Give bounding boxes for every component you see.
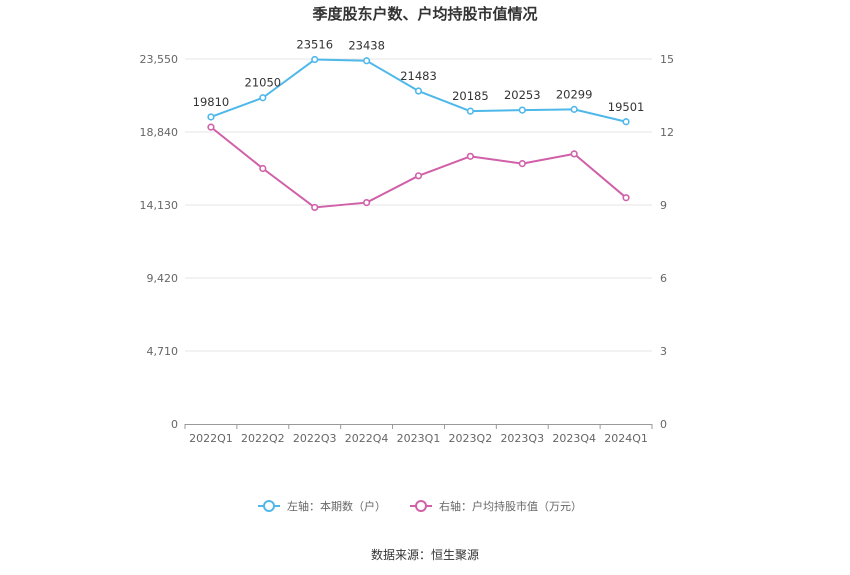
data-label: 19501 [608, 100, 645, 114]
data-label: 21050 [245, 76, 282, 90]
left-axis-tick-label: 0 [171, 418, 178, 431]
data-label: 20253 [504, 88, 541, 102]
data-point [622, 194, 630, 202]
x-axis-tick-label: 2023Q3 [500, 432, 544, 445]
x-axis-tick-label: 2022Q2 [241, 432, 285, 445]
data-point [570, 105, 578, 113]
data-label: 23438 [348, 39, 385, 53]
data-point [518, 160, 526, 168]
data-point [414, 87, 423, 95]
legend-marker-icon [415, 500, 427, 512]
x-axis-tick-label: 2022Q1 [189, 432, 233, 445]
left-axis-tick-label: 18,840 [140, 126, 179, 139]
data-point [570, 150, 578, 158]
x-axis-tick-label: 2023Q1 [397, 432, 441, 445]
axis-layer: 0 0 4,710 3 9,420 6 14,130 9 18,840 12 23,550 15 202… [140, 53, 675, 445]
right-axis-tick-label: 15 [660, 53, 674, 66]
left-axis-tick-label: 4,710 [147, 345, 179, 358]
chart-title: 季度股东户数、户均持股市值情况 [312, 5, 537, 23]
x-axis-tick-label: 2022Q4 [345, 432, 389, 445]
data-point [363, 57, 371, 65]
grid-layer [185, 58, 652, 352]
series-layer: 19810 21050 23516 23438 21483 20185 20253 20299… [193, 38, 645, 212]
x-axis-tick-label: 2023Q4 [552, 432, 596, 445]
data-point [311, 55, 319, 64]
left-axis-tick-label: 23,550 [140, 53, 179, 66]
legend-label: 右轴：户均持股市值（万元） [439, 499, 582, 513]
right-axis-tick-label: 9 [660, 199, 667, 212]
series-line-avg-holding-value [210, 126, 627, 209]
data-point [207, 113, 215, 121]
data-point [518, 106, 526, 114]
data-point [414, 172, 423, 180]
x-axis-tick-label: 2023Q2 [449, 432, 493, 445]
data-label: 23516 [296, 38, 333, 52]
data-point [466, 107, 474, 115]
data-label: 20185 [452, 89, 489, 103]
right-axis-tick-label: 12 [660, 126, 674, 139]
data-point [466, 152, 474, 160]
legend-marker-icon [263, 500, 275, 512]
right-axis-tick-label: 0 [660, 418, 667, 431]
x-axis-tick-label: 2024Q1 [604, 432, 648, 445]
data-point [311, 203, 319, 212]
right-axis-tick-label: 6 [660, 272, 667, 285]
legend[interactable]: 左轴：本期数（户） 右轴：户均持股市值（万元） [258, 499, 582, 513]
left-axis-tick-label: 14,130 [140, 199, 179, 212]
legend-item-avg-holding-value[interactable]: 右轴：户均持股市值（万元） [410, 499, 582, 513]
data-point [363, 198, 371, 207]
data-label: 19810 [193, 95, 230, 109]
source-note: 数据来源：恒生聚源 [371, 547, 479, 562]
data-label: 20299 [556, 87, 593, 101]
data-label: 21483 [400, 69, 437, 83]
data-point [622, 118, 630, 126]
data-point [259, 164, 267, 173]
data-point [207, 123, 215, 131]
legend-item-households[interactable]: 左轴：本期数（户） [258, 499, 386, 513]
data-point [259, 94, 267, 102]
x-axis-tick-label: 2022Q3 [293, 432, 337, 445]
legend-label: 左轴：本期数（户） [287, 499, 386, 513]
left-axis-tick-label: 9,420 [147, 272, 179, 285]
right-axis-tick-label: 3 [660, 345, 667, 358]
